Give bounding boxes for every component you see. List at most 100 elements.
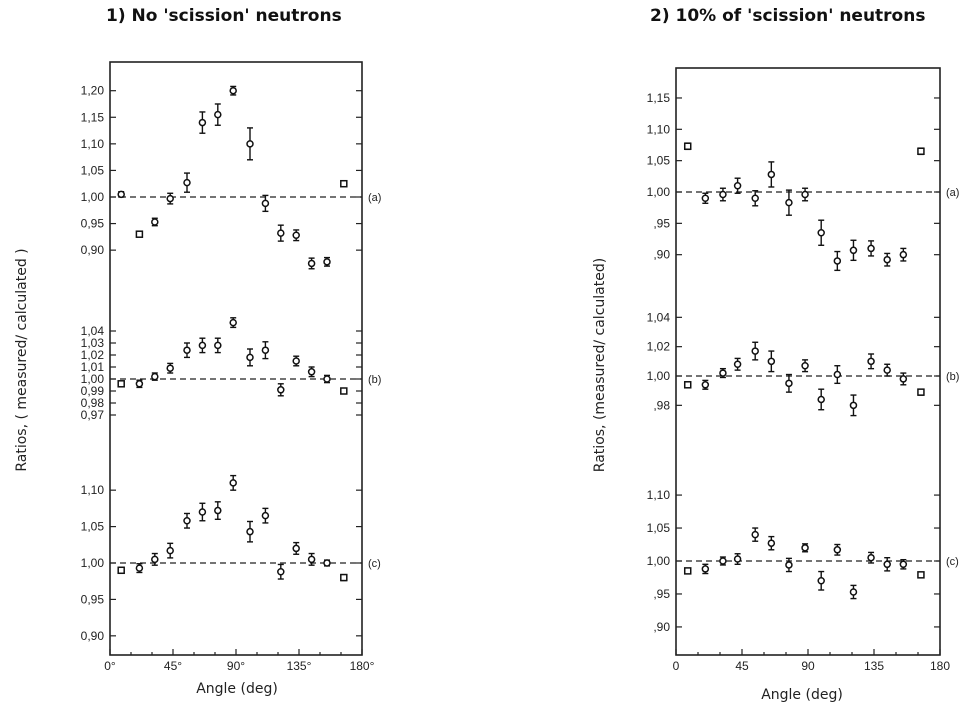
square-marker <box>135 230 144 238</box>
y-tick-label: ,98 <box>653 398 670 412</box>
circle-marker <box>801 544 809 552</box>
circle-marker <box>323 559 331 567</box>
circle-marker <box>229 479 237 487</box>
circle-marker <box>801 361 809 370</box>
data-point <box>198 111 207 134</box>
data-point <box>867 240 875 257</box>
y-tick-label: 1,05 <box>81 163 105 177</box>
square-marker <box>917 388 925 396</box>
circle-marker <box>833 257 842 265</box>
series-label: (c) <box>368 558 381 570</box>
circle-marker <box>751 530 759 539</box>
data-point <box>833 365 842 385</box>
data-point <box>683 381 692 389</box>
data-point <box>277 383 285 397</box>
circle-marker <box>323 258 331 266</box>
circle-marker <box>883 255 891 264</box>
y-axis-label: Ratios, ( measured/ calculated ) <box>14 248 30 471</box>
circle-marker <box>166 194 174 203</box>
data-point <box>292 541 300 555</box>
x-tick-label: 90 <box>801 659 815 673</box>
y-tick-label: 1,10 <box>647 488 671 502</box>
series-label: (b) <box>368 374 381 386</box>
y-tick-label: 1,10 <box>647 122 671 136</box>
square-marker <box>683 142 692 150</box>
circle-marker <box>719 557 727 565</box>
data-point <box>849 394 858 417</box>
y-tick-label: 1,10 <box>81 137 105 151</box>
circle-marker <box>817 228 825 237</box>
circle-marker <box>307 259 316 268</box>
x-tick-label: 180 <box>930 659 950 673</box>
circle-marker <box>733 181 742 190</box>
square-marker <box>117 380 125 388</box>
data-point <box>261 341 270 360</box>
data-point <box>229 317 237 329</box>
data-point <box>751 190 759 207</box>
circle-marker <box>166 364 174 372</box>
circle-marker <box>867 553 875 562</box>
y-tick-label: 1,05 <box>647 521 671 535</box>
y-tick-label: 1,05 <box>81 520 105 534</box>
data-point <box>833 250 842 272</box>
y-tick-label: 1,04 <box>647 310 671 324</box>
y-tick-label: 1,00 <box>647 369 671 383</box>
circle-marker <box>261 346 270 354</box>
data-point <box>246 520 254 543</box>
series-a: 0,90 0,95 1,00 1,05 1,10 1,15 1,20 (a) <box>81 84 381 270</box>
circle-marker <box>785 198 793 207</box>
data-point <box>292 355 300 367</box>
data-point <box>340 573 348 582</box>
square-marker <box>917 147 925 156</box>
circle-marker <box>229 318 237 327</box>
y-tick-label: 1,00 <box>81 372 105 386</box>
data-point <box>719 556 727 566</box>
data-point <box>183 512 191 529</box>
circle-marker <box>767 170 776 179</box>
y-tick-label: ,95 <box>653 587 670 601</box>
data-point <box>751 527 759 542</box>
circle-marker <box>117 190 125 199</box>
y-tick-label: 1,10 <box>81 483 105 497</box>
circle-marker <box>307 368 316 376</box>
data-point <box>151 372 159 381</box>
data-point <box>801 543 809 553</box>
y-tick-label: 0,98 <box>81 396 105 410</box>
circle-marker <box>246 353 254 362</box>
x-tick-label: 0 <box>673 659 680 673</box>
circle-marker <box>292 544 300 553</box>
data-point <box>785 557 793 573</box>
circle-marker <box>849 401 858 410</box>
data-point <box>229 474 237 491</box>
circle-marker <box>701 381 710 389</box>
y-tick-label: ,95 <box>653 216 670 230</box>
data-point <box>246 348 254 367</box>
data-point <box>801 359 809 373</box>
circle-marker <box>246 527 254 536</box>
square-marker <box>340 387 348 395</box>
data-point <box>751 341 759 361</box>
data-point <box>733 177 742 194</box>
circle-marker <box>733 555 742 563</box>
data-point <box>719 187 727 202</box>
circle-marker <box>183 517 191 525</box>
data-point <box>229 85 237 96</box>
series-c: 0,90 0,95 1,00 1,05 1,10 (c) <box>81 474 381 643</box>
y-tick-label: ,90 <box>653 248 670 262</box>
circle-marker <box>899 375 908 383</box>
y-tick-label: ,90 <box>653 620 670 634</box>
circle-marker <box>292 357 300 365</box>
y-tick-label: 1,02 <box>81 348 105 362</box>
square-marker <box>917 571 925 579</box>
circle-marker <box>183 178 191 187</box>
circle-marker <box>292 231 300 240</box>
data-point <box>214 501 222 521</box>
y-tick-label: 0,97 <box>81 408 105 422</box>
data-point <box>323 559 331 567</box>
data-point <box>867 551 875 564</box>
circle-marker <box>751 347 759 355</box>
data-point <box>817 388 825 411</box>
data-point <box>701 379 710 390</box>
circle-marker <box>817 395 825 404</box>
